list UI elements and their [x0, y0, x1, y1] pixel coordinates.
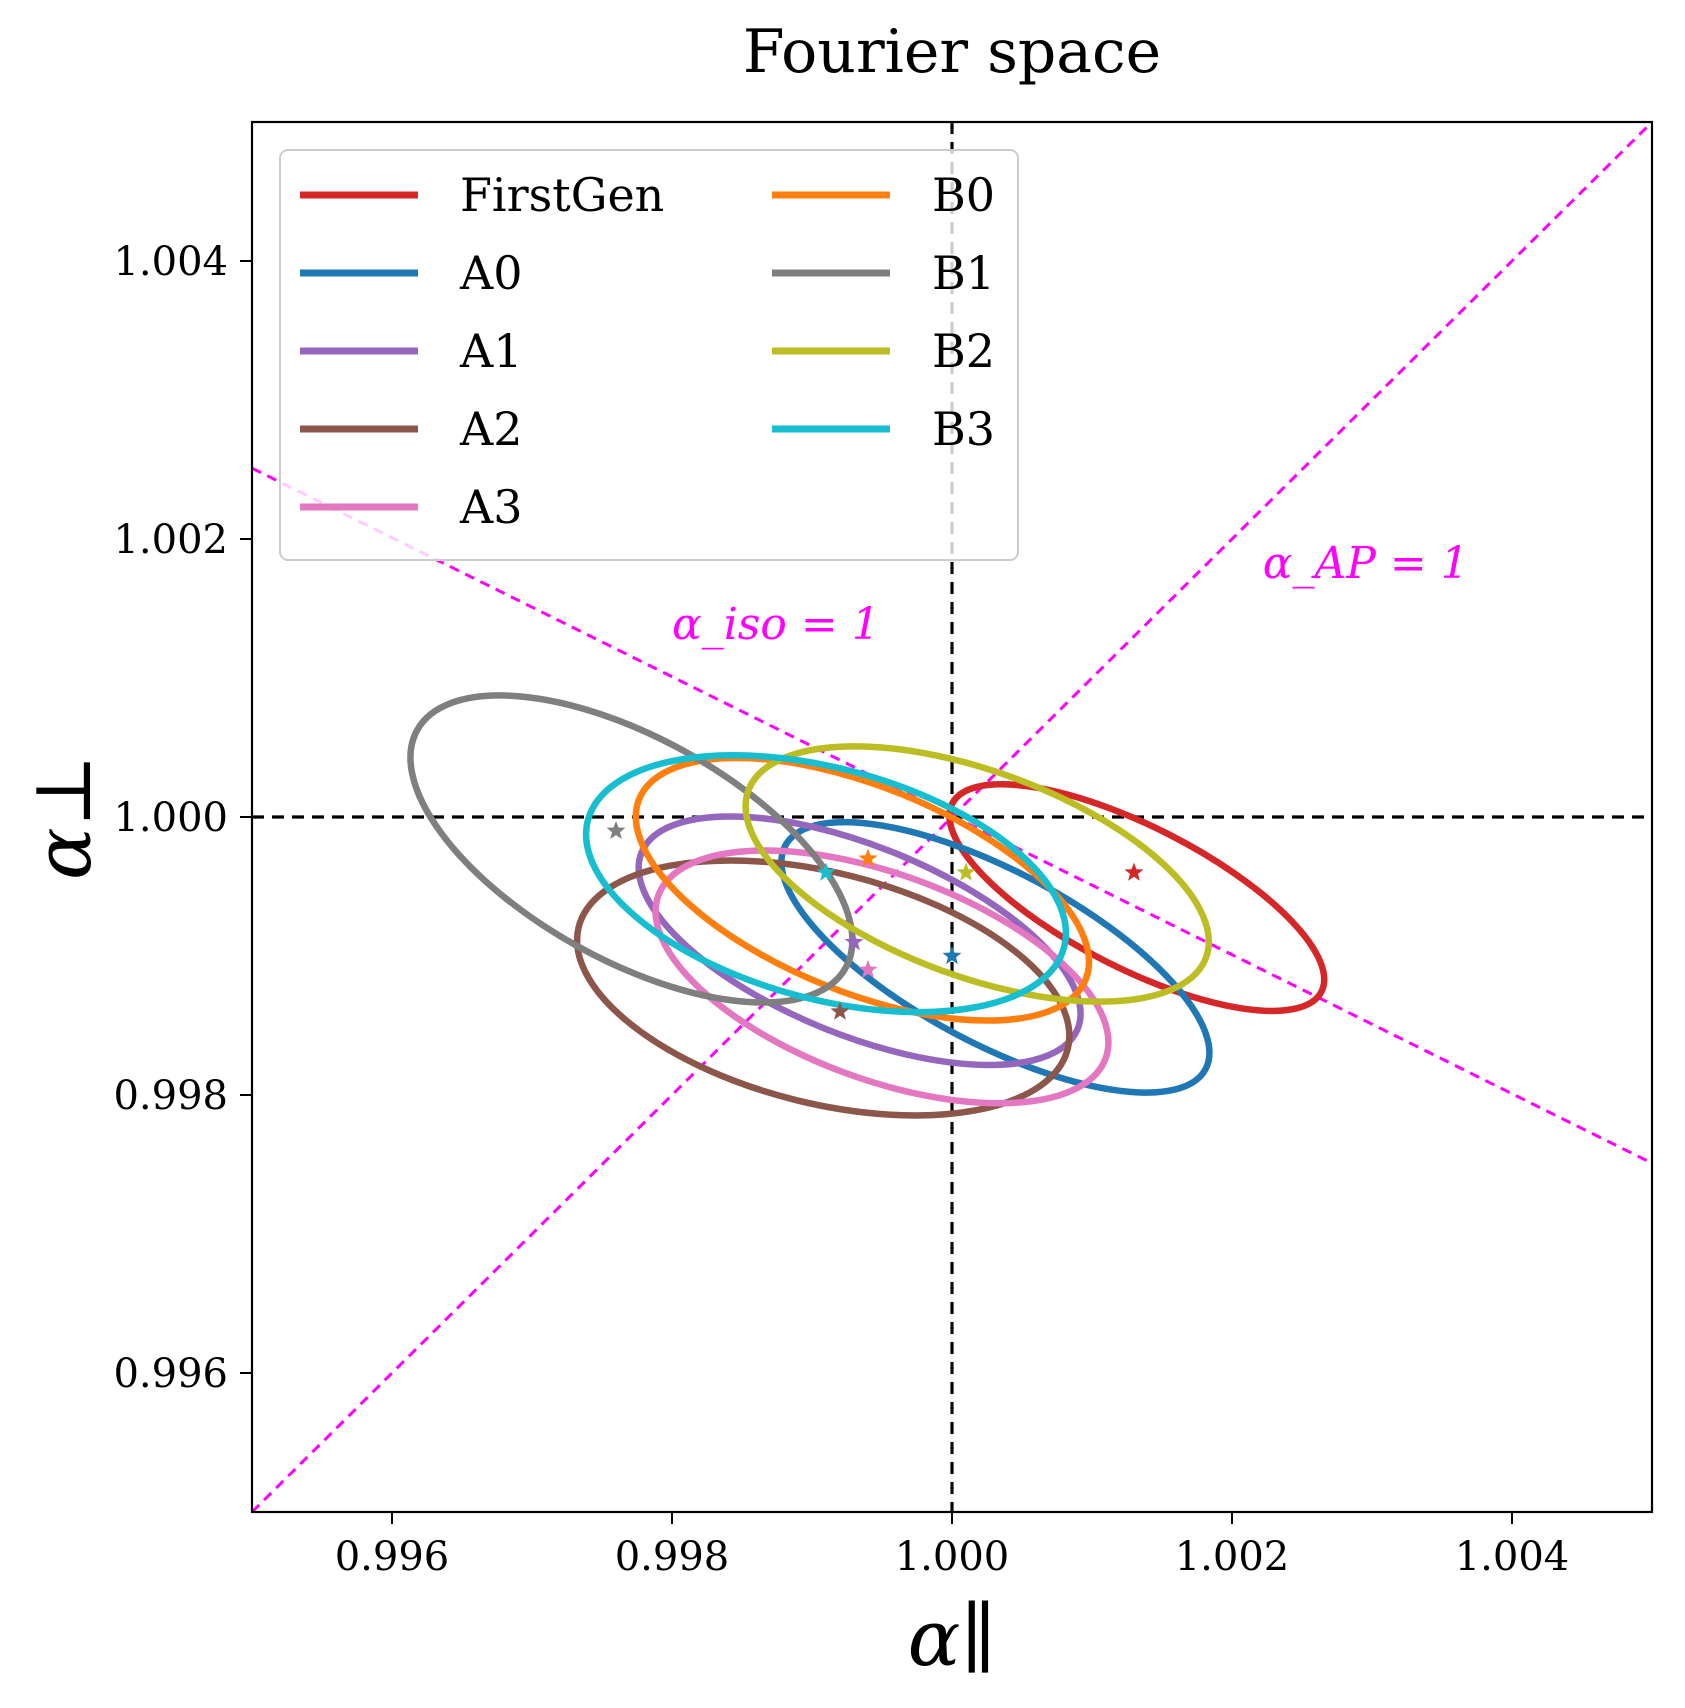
marker-layer [606, 820, 1144, 1020]
x-tick-label: 0.998 [615, 1534, 730, 1580]
y-tick-label: 1.004 [113, 239, 228, 285]
chart-title: Fourier space [743, 17, 1161, 87]
annotations: α_AP = 1 α_iso = 1 [672, 538, 1469, 650]
y-axis-label: α⊥ [19, 754, 109, 880]
axis-ticks: 0.996 0.998 1.000 1.002 1.004 0.996 0.998 1.000… [113, 239, 1569, 1580]
legend-label-a3: A3 [459, 480, 523, 534]
best-fit-marker-a3 [858, 959, 878, 978]
annotation-1: α_iso = 1 [672, 599, 880, 650]
y-tick-label: 0.996 [113, 1351, 228, 1397]
x-tick-label: 1.002 [1175, 1534, 1290, 1580]
contour-b2 [742, 743, 1213, 1005]
legend-label-b3: B3 [932, 402, 995, 456]
x-tick-label: 1.004 [1455, 1534, 1570, 1580]
contour-a2 [573, 857, 1073, 1119]
contour-b0 [632, 754, 1093, 1024]
y-tick-label: 1.000 [113, 795, 228, 841]
legend-label-a0: A0 [459, 246, 523, 300]
y-tick-label: 1.002 [113, 517, 228, 563]
alpha-iso-line [252, 466, 1652, 1165]
contour-a0 [778, 818, 1213, 1096]
x-tick-label: 0.996 [335, 1534, 450, 1580]
contour-firstgen [946, 781, 1328, 1015]
contour-a1 [635, 813, 1084, 1069]
legend-box [279, 149, 1019, 561]
contour-b3 [582, 752, 1070, 1016]
best-fit-marker-a0 [942, 946, 962, 965]
legend-label-a2: A2 [459, 402, 523, 456]
legend-label-firstgen: FirstGen [460, 168, 664, 222]
annotation-0: α_AP = 1 [1263, 538, 1469, 589]
legend-label-b1: B1 [932, 246, 995, 300]
legend-label-a1: A1 [459, 324, 523, 378]
legend-label-b0: B0 [932, 168, 995, 222]
legend: FirstGen A0 A1 A2 A3 B0 B1 B2 B3 [279, 149, 1019, 561]
best-fit-marker-a1 [844, 932, 864, 951]
legend-label-b2: B2 [932, 324, 995, 378]
contour-a3 [652, 847, 1112, 1107]
x-tick-label: 1.000 [895, 1534, 1010, 1580]
best-fit-marker-b0 [858, 848, 878, 867]
best-fit-marker-firstgen [1124, 862, 1144, 881]
ellipse-layer [407, 692, 1328, 1119]
x-axis-label: α∥ [908, 1594, 997, 1684]
y-tick-label: 0.998 [113, 1073, 228, 1119]
best-fit-marker-b2 [956, 862, 976, 881]
contour-b1 [407, 692, 856, 1006]
best-fit-marker-a2 [830, 1001, 850, 1020]
best-fit-marker-b3 [816, 862, 836, 881]
best-fit-marker-b1 [606, 820, 626, 839]
